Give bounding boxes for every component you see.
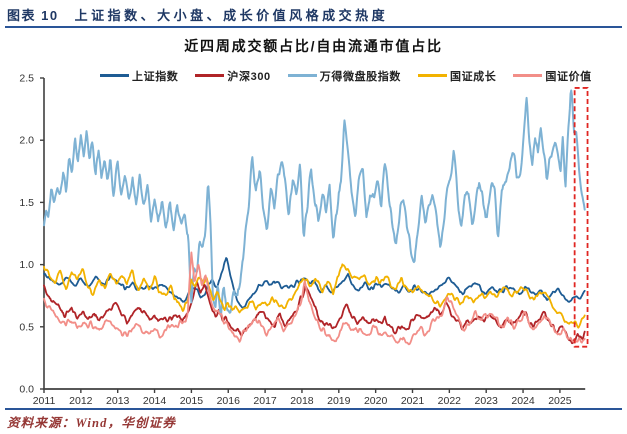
legend-item-1: 沪深300 <box>195 68 270 84</box>
x-tick-label: 2014 <box>143 395 167 407</box>
x-tick-label: 2012 <box>69 395 93 407</box>
legend-item-3: 国证成长 <box>417 68 497 84</box>
series-line-2 <box>43 89 586 316</box>
y-tick-label: 0.0 <box>19 384 34 396</box>
legend-item-4: 国证价值 <box>513 68 591 84</box>
legend-item-2: 万得微盘股指数 <box>287 68 401 84</box>
legend-label: 万得微盘股指数 <box>319 70 401 83</box>
x-tick-label: 2013 <box>106 395 130 407</box>
legend-label: 国证成长 <box>449 70 497 83</box>
highlight-box <box>573 87 589 348</box>
figure-heading: 上证指数、大小盘、成长价值风格成交热度 <box>74 8 389 23</box>
y-tick-label: 1.0 <box>19 259 34 271</box>
x-tick-label: 2015 <box>180 395 204 407</box>
x-tick-label: 2019 <box>327 395 351 407</box>
series-line-0 <box>43 257 586 310</box>
y-tick-label: 2.5 <box>19 73 34 85</box>
x-tick-label: 2018 <box>290 395 314 407</box>
y-tick-label: 0.5 <box>19 321 34 333</box>
x-tick-label: 2017 <box>253 395 277 407</box>
x-tick-label: 2011 <box>33 395 56 407</box>
x-tick-label: 2020 <box>364 395 388 407</box>
x-tick-label: 2025 <box>548 395 572 407</box>
legend-swatch-icon <box>417 74 447 77</box>
header-rule <box>5 26 622 28</box>
legend-swatch-icon <box>100 74 129 77</box>
x-tick-label: 2016 <box>217 395 241 407</box>
legend-swatch-icon <box>513 74 543 77</box>
x-tick-label: 2022 <box>438 395 462 407</box>
x-tick-label: 2023 <box>475 395 499 407</box>
source-rule <box>5 408 622 410</box>
series-line-4 <box>43 251 586 346</box>
series-line-1 <box>43 281 586 345</box>
y-tick-label: 2.0 <box>19 135 34 147</box>
figure-number: 图表 10 <box>7 8 59 23</box>
x-tick-label: 2024 <box>511 395 535 407</box>
y-tick-label: 1.5 <box>19 197 34 209</box>
legend-label: 上证指数 <box>132 70 179 83</box>
chart-title: 近四周成交额占比/自由流通市值占比 <box>184 38 443 54</box>
source-note: 资料来源：Wind，华创证券 <box>7 416 177 430</box>
legend-swatch-icon <box>287 74 317 77</box>
legend-label: 沪深300 <box>227 70 271 83</box>
legend-item-0: 上证指数 <box>100 68 178 84</box>
series-line-3 <box>43 263 586 329</box>
chart-legend: 上证指数 沪深300 万得微盘股指数 国证成长 国证价值 <box>100 68 609 84</box>
figure-header: 图表 10 上证指数、大小盘、成长价值风格成交热度 <box>7 5 622 25</box>
x-tick-label: 2021 <box>401 395 425 407</box>
legend-label: 国证价值 <box>545 70 592 83</box>
legend-swatch-icon <box>195 74 225 77</box>
